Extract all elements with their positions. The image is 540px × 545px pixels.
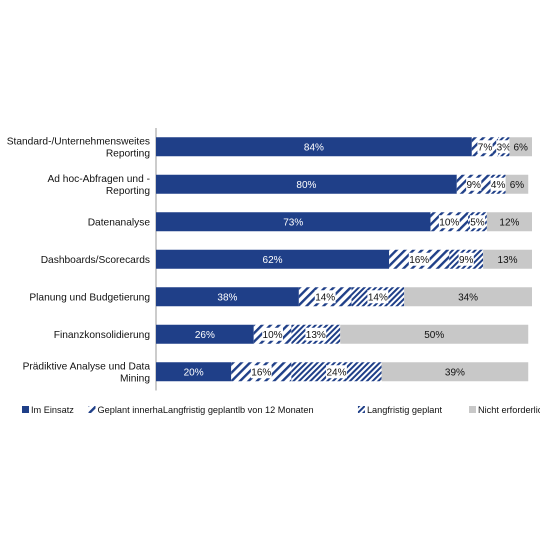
- category-label: Datenanalyse: [88, 217, 151, 228]
- data-label-bg: [262, 327, 283, 341]
- bar-segment-1: [156, 324, 254, 344]
- bar-segment-4: [404, 287, 532, 307]
- data-label: 20%: [184, 367, 204, 378]
- category-label-line: Planung und Budgetierung: [29, 292, 150, 303]
- bar-segment-1: [156, 249, 390, 269]
- data-label: 80%: [296, 180, 316, 191]
- data-label: 73%: [283, 217, 303, 228]
- data-label: 3%: [497, 142, 512, 153]
- data-label: 9%: [466, 180, 481, 191]
- data-label-bg: [408, 252, 430, 266]
- bar-segment-4: [505, 174, 529, 194]
- category-label: Ad hoc-Abfragen und -Reporting: [47, 174, 150, 197]
- data-label-bg: [490, 177, 506, 191]
- data-label: 9%: [459, 255, 474, 266]
- data-label: 5%: [470, 217, 485, 228]
- legend-label-4: Nicht erforderlich: [478, 405, 540, 415]
- data-label-bg: [305, 327, 327, 341]
- data-label: 6%: [513, 142, 528, 153]
- category-label-line: Prädiktive Analyse und Data: [23, 361, 151, 372]
- data-label-bg: [469, 215, 486, 229]
- data-label: 84%: [304, 142, 324, 153]
- data-label: 7%: [478, 142, 493, 153]
- data-label: 12%: [499, 217, 519, 228]
- data-label: 39%: [445, 367, 465, 378]
- bar-segment-1: [156, 174, 457, 194]
- data-label-bg: [326, 365, 347, 379]
- bar-segment-1: [156, 137, 472, 157]
- legend-swatch-2: [88, 406, 96, 413]
- legend-swatch-1: [22, 406, 29, 413]
- data-label-bg: [466, 177, 482, 191]
- data-label-bg: [367, 290, 389, 304]
- bar-segment-4: [509, 137, 532, 157]
- category-label-line: Reporting: [106, 148, 151, 159]
- data-label: 62%: [263, 255, 283, 266]
- data-label: 13%: [498, 255, 518, 266]
- bar-segment-1: [156, 212, 431, 232]
- category-label-line: Ad hoc-Abfragen und -: [47, 174, 150, 185]
- data-label: 14%: [315, 292, 335, 303]
- category-label: Standard-/Unternehmensweites Reporting: [7, 136, 151, 159]
- category-label-line: Standard-/Unternehmensweites: [7, 136, 150, 147]
- category-label-line: Finanzkonsolidierung: [54, 330, 151, 341]
- data-label: 24%: [326, 367, 346, 378]
- data-label-bg: [458, 252, 474, 266]
- data-label-bg: [314, 290, 336, 304]
- data-label-bg: [477, 140, 493, 154]
- data-label-bg: [438, 215, 460, 229]
- data-label: 16%: [251, 367, 271, 378]
- category-label: Prädiktive Analyse und Data Mining: [23, 361, 151, 384]
- category-label-line: Mining: [120, 373, 150, 384]
- data-label: 38%: [217, 292, 237, 303]
- category-label: Planung und Budgetierung: [29, 292, 150, 303]
- legend-swatch-4: [469, 406, 476, 413]
- data-label: 50%: [424, 330, 444, 341]
- bar-segment-1: [156, 362, 232, 382]
- data-label-bg: [496, 140, 512, 154]
- data-label: 34%: [458, 292, 478, 303]
- bar-segment-4: [340, 324, 529, 344]
- legend-label-2: Geplant innerhaLangfristig geplantlb von…: [98, 405, 314, 415]
- data-label: 14%: [368, 292, 388, 303]
- data-label: 6%: [510, 180, 525, 191]
- legend-label-3: Langfristig geplant: [367, 405, 443, 415]
- bar-segment-1: [156, 287, 299, 307]
- category-label-line: Dashboards/Scorecards: [41, 255, 150, 266]
- bar-segment-4: [483, 249, 532, 269]
- data-label: 4%: [491, 180, 506, 191]
- legend: Im Einsatz Geplant innerhaLangfristig gep…: [22, 405, 540, 415]
- bar-segment-4: [486, 212, 532, 232]
- category-label-line: Datenanalyse: [88, 217, 151, 228]
- data-label: 10%: [263, 330, 283, 341]
- data-label: 26%: [195, 330, 215, 341]
- legend-label-1: Im Einsatz: [31, 405, 74, 415]
- bar-segment-4: [381, 362, 529, 382]
- category-label: Dashboards/Scorecards: [41, 255, 150, 266]
- data-label: 13%: [306, 330, 326, 341]
- data-label: 10%: [439, 217, 459, 228]
- category-label: Finanzkonsolidierung: [54, 330, 151, 341]
- category-label-line: Reporting: [106, 186, 151, 197]
- data-label-bg: [250, 365, 272, 379]
- data-label: 16%: [409, 255, 429, 266]
- legend-swatch-3: [357, 406, 365, 413]
